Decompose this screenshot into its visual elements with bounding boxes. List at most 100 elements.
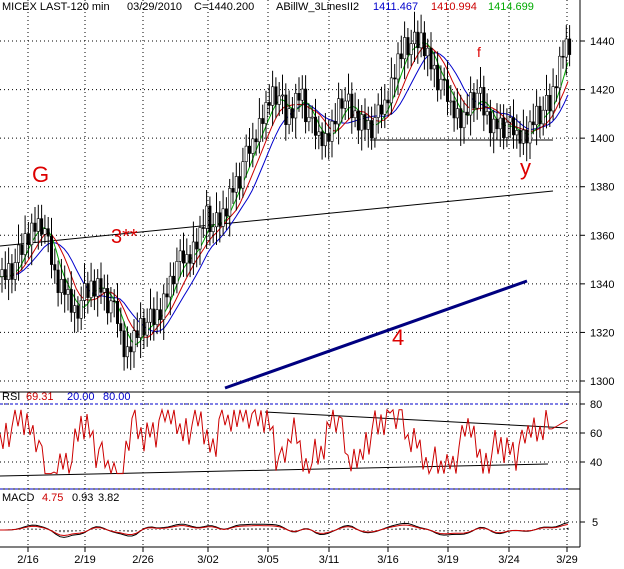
price-bar-body (132, 330, 136, 353)
price-axis: 1440 1420 1400 1380 1360 1340 1320 1300 (580, 36, 614, 388)
price-bar-body (135, 330, 139, 338)
price-bar-body (86, 283, 90, 298)
price-bar-body (541, 109, 545, 125)
chart-indicator: ABillW_3LinesII2 (276, 1, 360, 13)
price-bar-body (238, 176, 242, 189)
price-bar-body (0, 269, 4, 277)
price-bar-body (116, 300, 120, 324)
price-bar-body (389, 77, 393, 104)
price-bar-body (119, 323, 123, 332)
price-bar-body (142, 318, 146, 336)
rsi-tick-label: 80 (590, 399, 602, 411)
rsi-low-value: 20.00 (67, 391, 95, 403)
price-bar-body (554, 86, 558, 89)
price-bar-body (215, 212, 219, 228)
x-tick-label: 3/24 (498, 554, 519, 566)
price-bar-body (343, 100, 347, 109)
price-bar-body (317, 131, 321, 136)
price-bar-body (396, 53, 400, 80)
rsi-high-value: 80.00 (103, 391, 131, 403)
price-bars (0, 11, 572, 371)
macd-tick-label: 5 (592, 517, 598, 529)
price-bar-body (409, 43, 413, 55)
macd-signal-line (0, 523, 569, 537)
price-bar-body (419, 32, 423, 49)
price-bar-body (379, 104, 383, 115)
price-bar-body (112, 300, 116, 303)
price-bar-body (92, 280, 96, 297)
price-bar-body (69, 289, 73, 313)
rsi-trend-upper (264, 411, 569, 429)
price-bar-body (439, 78, 443, 91)
price-bar-body (23, 233, 27, 255)
price-bar-body (221, 208, 225, 227)
price-bar-body (488, 111, 492, 134)
price-bar-body (10, 263, 14, 280)
price-bar-body (538, 105, 542, 125)
price-bar-body (304, 88, 308, 123)
price-bar-body (558, 55, 562, 89)
x-tick-label: 3/11 (319, 554, 340, 566)
price-bar-body (83, 283, 87, 301)
rsi-tick-label: 40 (590, 457, 602, 469)
price-bar-body (502, 117, 506, 138)
price-bar-body (340, 98, 344, 109)
price-bar-body (76, 305, 80, 319)
price-bar-body (254, 138, 258, 143)
annotation-4: 4 (392, 325, 404, 350)
price-bar-body (333, 120, 337, 125)
price-bar-body (102, 288, 106, 293)
price-bar-body (99, 278, 103, 293)
macd-value-2: 0.93 (72, 492, 94, 504)
price-bar-body (20, 244, 24, 255)
price-bar-body (373, 117, 377, 139)
price-bar-body (46, 228, 50, 237)
price-tick-label: 1320 (590, 327, 614, 339)
price-bar-body (465, 111, 469, 116)
price-bar-body (284, 94, 288, 125)
price-bar-body (33, 222, 37, 232)
series-value-red: 1410.994 (431, 1, 477, 13)
price-bar-body (521, 129, 525, 144)
price-bar-body (158, 309, 162, 320)
price-bar-body (211, 226, 215, 233)
price-bar-body (231, 188, 235, 193)
price-bar-body (43, 228, 47, 235)
price-bar-body (455, 108, 459, 119)
annotation-y: y (520, 155, 531, 180)
price-bar-body (300, 88, 304, 101)
price-bar-body (195, 241, 199, 250)
price-bar-body (145, 321, 149, 336)
rsi-trend-lower (0, 463, 549, 477)
price-bar-body (337, 98, 341, 125)
price-bar-body (251, 138, 255, 154)
price-tick-label: 1360 (590, 230, 614, 242)
price-bar-body (40, 218, 44, 235)
price-bar-body (442, 78, 446, 81)
price-bar-body (313, 116, 317, 136)
price-bar-body (66, 289, 70, 295)
series-value-green: 1414.699 (488, 1, 534, 13)
price-tick-label: 1420 (590, 85, 614, 97)
price-bar-body (155, 309, 159, 325)
price-bar-body (178, 250, 182, 262)
price-bar-body (139, 318, 143, 338)
price-bar-body (152, 308, 156, 325)
price-bar-body (445, 79, 449, 102)
price-bar-body (399, 53, 403, 60)
price-bar-body (182, 250, 186, 264)
macd-value-3: 3.82 (98, 492, 120, 504)
price-bar-body (525, 129, 529, 144)
price-bar-body (175, 261, 179, 285)
price-bar-body (528, 121, 532, 144)
rsi-label: RSI (2, 391, 21, 403)
price-bar-body (323, 133, 327, 147)
price-bar-body (79, 300, 83, 319)
macd-axis: 5 (580, 517, 598, 529)
price-bar-body (228, 188, 232, 217)
price-bar-body (125, 346, 129, 358)
price-bar-body (531, 121, 535, 126)
x-tick-label: 2/16 (17, 554, 38, 566)
price-bar-body (172, 275, 176, 285)
price-bar-body (49, 235, 53, 265)
